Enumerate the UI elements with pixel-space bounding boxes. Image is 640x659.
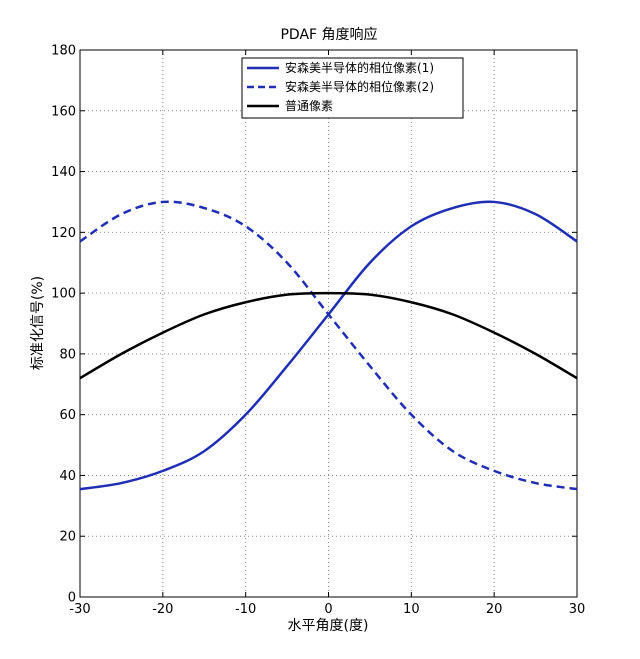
series-line-2	[79, 200, 578, 491]
y-tick-label: 140	[51, 165, 76, 180]
x-tick-label: -10	[235, 602, 256, 617]
x-tick-label: 30	[569, 602, 586, 617]
series-line-3	[79, 291, 578, 380]
x-tick-label: -20	[152, 602, 173, 617]
chart-title: PDAF 角度响应	[280, 26, 377, 43]
y-tick-label: 60	[59, 408, 76, 423]
y-tick-label: 0	[68, 591, 76, 606]
y-tick-label: 20	[59, 530, 76, 545]
x-tick-label: 20	[486, 602, 503, 617]
y-tick-label: 80	[59, 347, 76, 362]
series-group	[79, 200, 578, 491]
legend-label-series-1: 安森美半导体的相位像素(1)	[285, 60, 434, 75]
y-axis: 0 20 40 60 80 100 120 140 160 180	[51, 44, 577, 606]
y-axis-label: 标准化信号(%)	[30, 276, 46, 370]
plot-frame	[79, 49, 578, 598]
y-tick-label: 160	[51, 104, 76, 119]
x-axis: -30 -20 -10 0 10 20 30	[69, 50, 585, 617]
legend: 安森美半导体的相位像素(1) 安森美半导体的相位像素(2) 普通像素	[241, 57, 464, 119]
x-tick-label: 0	[324, 602, 332, 617]
legend-label-series-3: 普通像素	[285, 99, 333, 113]
x-tick-label: 10	[403, 602, 420, 617]
y-tick-label: 100	[51, 287, 76, 302]
y-tick-label: 40	[59, 469, 76, 484]
x-axis-label: 水平角度(度)	[288, 618, 369, 634]
y-tick-label: 180	[51, 44, 76, 59]
x-tick-label: -30	[69, 602, 90, 617]
plot-area	[79, 49, 578, 598]
legend-label-series-2: 安森美半导体的相位像素(2)	[285, 79, 434, 94]
y-tick-label: 120	[51, 226, 76, 241]
